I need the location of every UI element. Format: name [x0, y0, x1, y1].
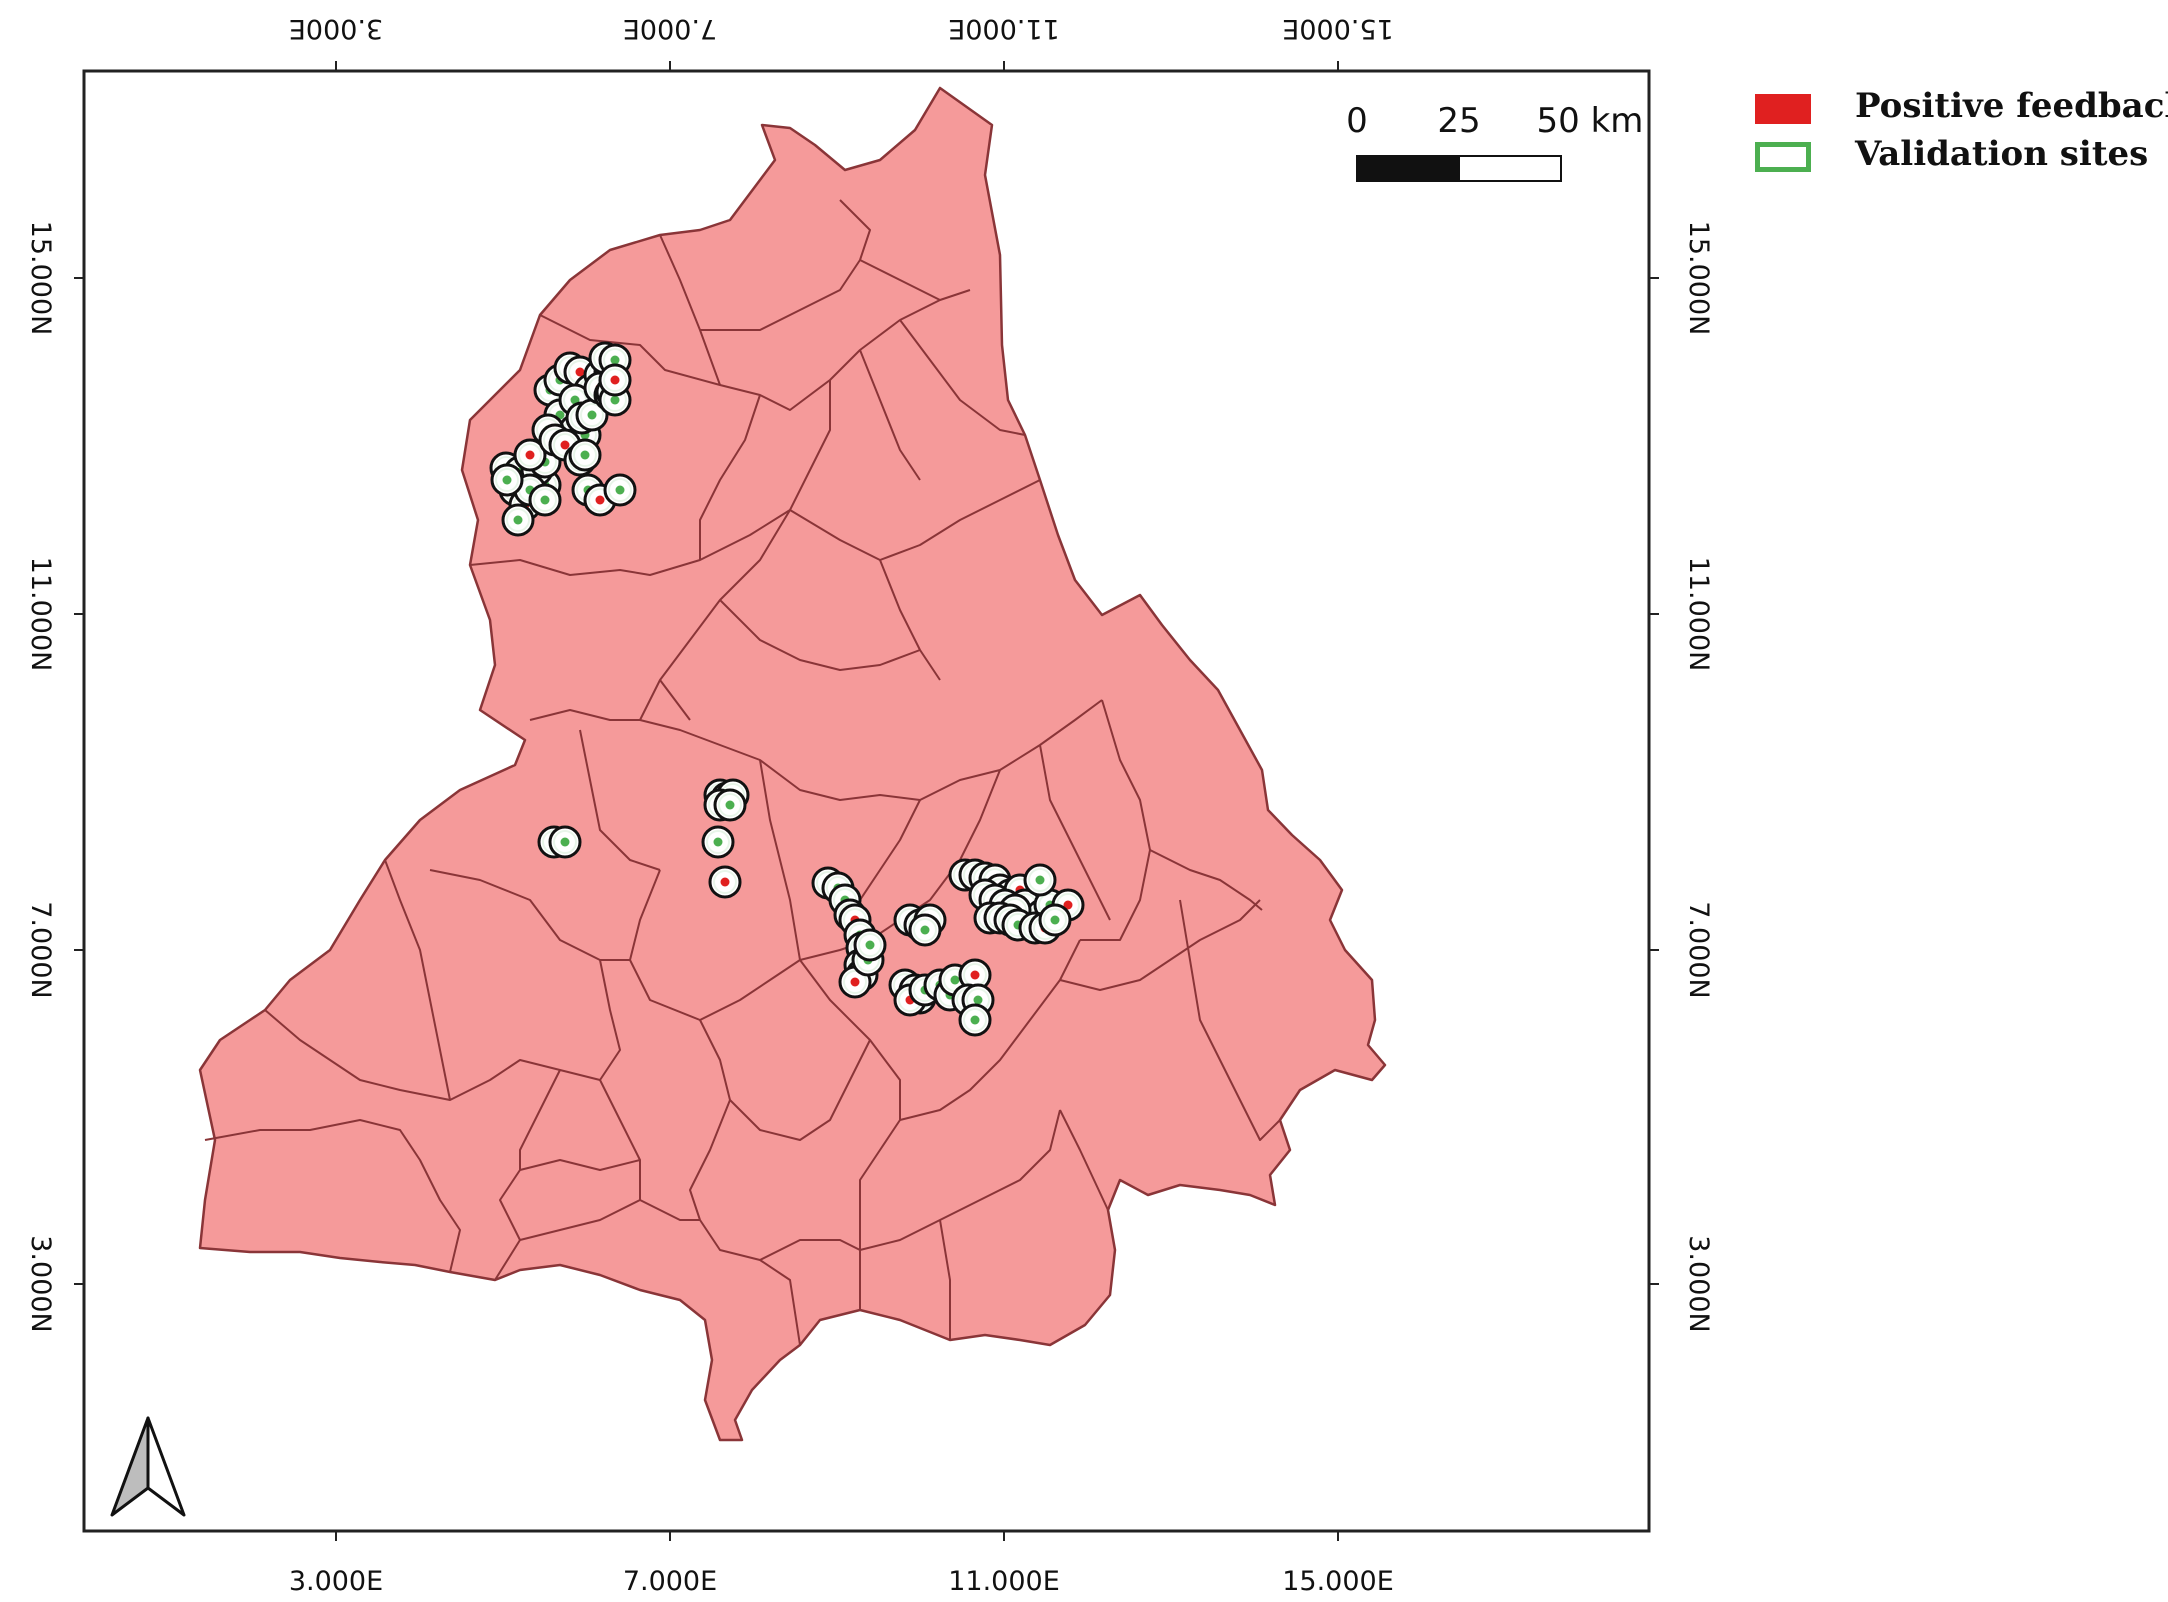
positive-feedback-dot — [525, 450, 535, 460]
validation-site-dot — [560, 837, 570, 847]
north-arrow-icon — [110, 1416, 186, 1517]
positive-feedback-swatch — [1755, 94, 1811, 124]
validation-sites-layer — [489, 341, 1085, 1037]
site-inner-ring — [858, 933, 882, 957]
validation-site-marker — [1023, 863, 1057, 897]
legend-label: Validation sites — [1855, 134, 2149, 174]
site-inner-ring — [553, 830, 577, 854]
validation-site-marker — [701, 825, 735, 859]
site-inner-ring — [603, 368, 627, 392]
y-tick-label-left: 11.000N — [25, 557, 56, 672]
positive-feedback-dot — [595, 495, 605, 505]
validation-site-marker — [548, 825, 582, 859]
y-tick-label-left: 15.000N — [25, 221, 56, 336]
x-tick-label-bottom: 11.000E — [948, 1566, 1060, 1597]
state-region — [198, 86, 1387, 1442]
x-tick-label-top: 11.000E — [948, 13, 1060, 44]
positive-feedback-dot — [610, 375, 620, 385]
site-inner-ring — [518, 443, 542, 467]
x-tick-label-bottom: 15.000E — [1282, 1566, 1394, 1597]
site-inner-ring — [533, 488, 557, 512]
scale-label-50km: 50 km — [1537, 101, 1644, 141]
validation-site-marker — [501, 503, 535, 537]
site-inner-ring — [843, 970, 867, 994]
y-tick-label-right: 3.000N — [1683, 1235, 1714, 1333]
validation-site-marker — [908, 913, 942, 947]
x-tick-label-top: 15.000E — [1282, 13, 1394, 44]
validation-site-dot — [1035, 875, 1045, 885]
validation-site-marker — [853, 928, 887, 962]
validation-site-marker — [513, 438, 547, 472]
x-tick-label-top: 7.000E — [623, 13, 717, 44]
y-tick-label-right: 15.000N — [1683, 221, 1714, 336]
site-inner-ring — [506, 508, 530, 532]
site-inner-ring — [1043, 908, 1067, 932]
validation-site-dot — [725, 800, 735, 810]
validation-site-dot — [950, 975, 960, 985]
validation-site-marker — [958, 1003, 992, 1037]
site-inner-ring — [963, 1008, 987, 1032]
scale-label-0: 0 — [1346, 101, 1368, 141]
y-tick-label-left: 3.000N — [25, 1235, 56, 1333]
y-tick-label-right: 7.000N — [1683, 901, 1714, 999]
axis-ticks — [74, 61, 1659, 1541]
validation-site-dot — [615, 485, 625, 495]
x-tick-label-bottom: 3.000E — [289, 1566, 383, 1597]
x-tick-label-top: 3.000E — [289, 13, 383, 44]
validation-site-marker — [1038, 903, 1072, 937]
validation-sites-swatch — [1755, 142, 1811, 172]
validation-site-marker — [528, 483, 562, 517]
validation-site-dot — [610, 395, 620, 405]
site-inner-ring — [580, 403, 604, 427]
validation-site-dot — [540, 495, 550, 505]
validation-site-dot — [1050, 915, 1060, 925]
validation-site-dot — [973, 995, 983, 1005]
validation-site-dot — [713, 837, 723, 847]
y-tick-label-right: 11.000N — [1683, 557, 1714, 672]
validation-site-dot — [920, 925, 930, 935]
validation-site-dot — [580, 450, 590, 460]
positive-feedback-dot — [850, 977, 860, 987]
validation-site-marker — [713, 788, 747, 822]
positive-feedback-dot — [970, 970, 980, 980]
scale-bar-white-segment — [1458, 155, 1562, 182]
validation-site-dot — [513, 515, 523, 525]
validation-site-dot — [865, 940, 875, 950]
validation-site-marker — [708, 865, 742, 899]
scale-bar: 0 25 50 km — [1346, 101, 1644, 182]
site-inner-ring — [718, 793, 742, 817]
validation-site-dot — [970, 1015, 980, 1025]
site-inner-ring — [706, 830, 730, 854]
validation-site-marker — [598, 363, 632, 397]
site-inner-ring — [913, 918, 937, 942]
x-tick-label-bottom: 7.000E — [623, 1566, 717, 1597]
site-inner-ring — [608, 478, 632, 502]
validation-site-dot — [610, 355, 620, 365]
site-inner-ring — [713, 870, 737, 894]
district-boundaries — [204, 199, 1281, 1346]
y-tick-label-left: 7.000N — [25, 901, 56, 999]
scale-label-25: 25 — [1437, 101, 1480, 141]
validation-site-dot — [587, 410, 597, 420]
validation-site-marker — [603, 473, 637, 507]
site-inner-ring — [573, 443, 597, 467]
site-inner-ring — [1028, 868, 1052, 892]
validation-site-marker — [490, 463, 524, 497]
site-inner-ring — [495, 468, 519, 492]
positive-feedback-dot — [1063, 900, 1073, 910]
scale-bar-black-segment — [1356, 155, 1460, 182]
legend-label: Positive feedback — [1855, 86, 2168, 126]
positive-feedback-dot — [560, 440, 570, 450]
validation-site-dot — [502, 475, 512, 485]
positive-feedback-dot — [575, 367, 585, 377]
validation-site-marker — [568, 438, 602, 472]
positive-feedback-dot — [720, 877, 730, 887]
